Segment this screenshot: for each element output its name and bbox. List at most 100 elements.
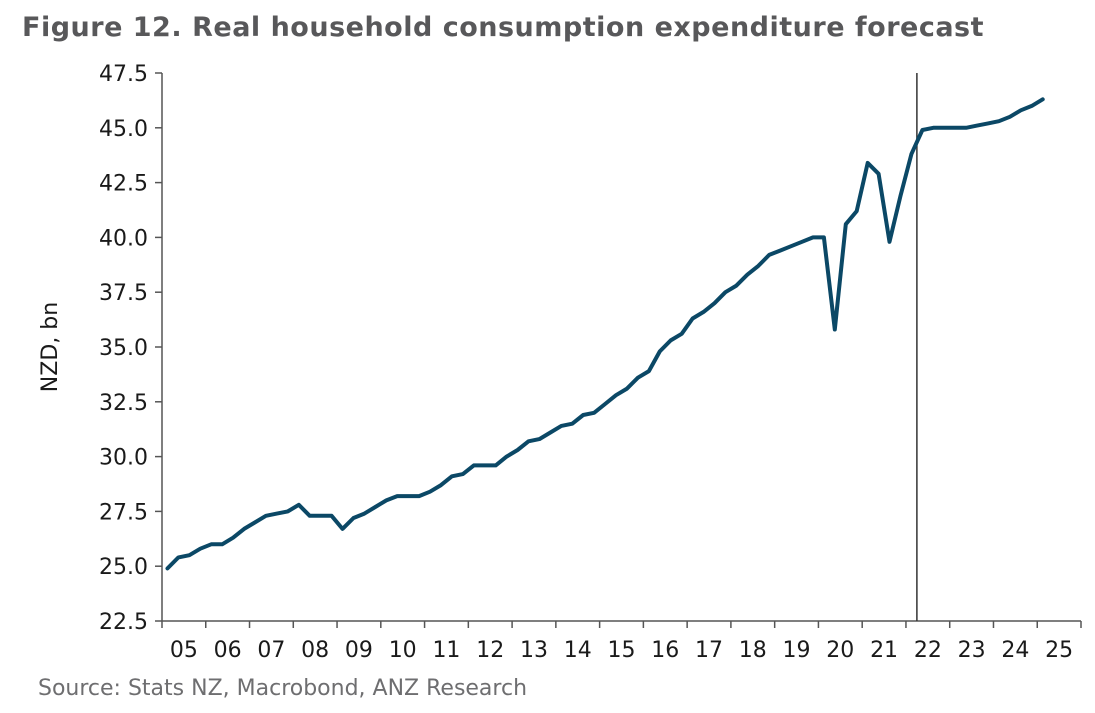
y-tick-label: 30.0 [99, 446, 148, 471]
data-point [527, 439, 531, 443]
data-point [187, 553, 191, 557]
y-tick-label: 40.0 [99, 226, 148, 251]
data-point [198, 547, 202, 551]
data-point [734, 284, 738, 288]
data-point [319, 514, 323, 518]
data-point [1030, 104, 1034, 108]
data-point [811, 235, 815, 239]
figure-title: Figure 12. Real household consumption exp… [22, 12, 984, 43]
data-point [691, 317, 695, 321]
data-point [822, 235, 826, 239]
y-tick-label: 32.5 [99, 391, 148, 416]
data-point [975, 124, 979, 128]
data-point [986, 121, 990, 125]
data-point [723, 290, 727, 294]
y-tick-label: 47.5 [99, 62, 148, 87]
x-tick-label: 08 [301, 638, 329, 663]
data-point [756, 264, 760, 268]
series-line-consumption [165, 97, 1045, 571]
x-tick-label: 23 [958, 638, 986, 663]
x-tick-label: 15 [608, 638, 636, 663]
data-point [1008, 115, 1012, 119]
x-tick-label: 24 [1001, 638, 1029, 663]
data-point [877, 172, 881, 176]
x-tick-label: 22 [914, 638, 942, 663]
source-note: Source: Stats NZ, Macrobond, ANZ Researc… [38, 676, 528, 701]
x-tick-label: 10 [389, 638, 417, 663]
data-point [592, 411, 596, 415]
data-point [745, 273, 749, 277]
data-point [800, 240, 804, 244]
data-point [712, 301, 716, 305]
x-tick-label: 06 [214, 638, 242, 663]
data-point [351, 516, 355, 520]
data-point [450, 474, 454, 478]
y-tick-label: 35.0 [99, 336, 148, 361]
figure-title-text: Real household consumption expenditure f… [192, 12, 985, 43]
x-tick-label: 19 [783, 638, 811, 663]
data-point [264, 514, 268, 518]
data-point [406, 494, 410, 498]
data-point [231, 536, 235, 540]
data-point [855, 209, 859, 213]
x-tick-label: 20 [826, 638, 854, 663]
data-point [997, 119, 1001, 123]
data-point [165, 566, 169, 570]
x-tick-label: 17 [695, 638, 723, 663]
x-tick-label: 18 [739, 638, 767, 663]
data-point [428, 490, 432, 494]
data-point [767, 253, 771, 257]
x-axis: 05 06 07 08 09 10 11 12 13 14 15 16 17 18 19 20 21 22 23 24… [161, 620, 1082, 663]
data-point [931, 126, 935, 130]
data-point [516, 448, 520, 452]
data-point [920, 128, 924, 132]
data-point [308, 514, 312, 518]
x-tick-label: 11 [432, 638, 460, 663]
x-tick-label: 25 [1045, 638, 1073, 663]
data-point [384, 498, 388, 502]
data-point [286, 509, 290, 513]
data-point [570, 422, 574, 426]
x-tick-label: 07 [257, 638, 285, 663]
data-point [625, 387, 629, 391]
data-point [362, 512, 366, 516]
data-point [1041, 97, 1045, 101]
data-point [395, 494, 399, 498]
data-point [778, 249, 782, 253]
data-point [559, 424, 563, 428]
data-point [373, 505, 377, 509]
data-point [898, 194, 902, 198]
data-point [702, 310, 706, 314]
data-point [658, 349, 662, 353]
data-point [636, 376, 640, 380]
data-point [953, 126, 957, 130]
y-axis: 22.5 25.0 27.5 30.0 32.5 35.0 37.5 40.0 42.5 45.0… [99, 62, 163, 635]
data-point [964, 126, 968, 130]
data-point [275, 512, 279, 516]
data-point [1019, 108, 1023, 112]
data-point [505, 455, 509, 459]
y-axis-title: NZD, bn [38, 302, 63, 392]
data-point [789, 244, 793, 248]
data-point [614, 393, 618, 397]
data-point [439, 483, 443, 487]
figure-number: Figure 12. [22, 12, 183, 43]
data-point [844, 222, 848, 226]
data-point [680, 332, 684, 336]
y-tick-label: 37.5 [99, 281, 148, 306]
data-point [461, 472, 465, 476]
data-point [472, 463, 476, 467]
y-tick-label: 25.0 [99, 555, 148, 580]
data-point [669, 338, 673, 342]
x-tick-label: 05 [170, 638, 198, 663]
y-tick-label: 22.5 [99, 610, 148, 635]
data-point [909, 152, 913, 156]
data-point [176, 555, 180, 559]
data-point [581, 413, 585, 417]
data-point [417, 494, 421, 498]
data-point [330, 514, 334, 518]
data-point [537, 437, 541, 441]
x-tick-label: 16 [651, 638, 679, 663]
y-tick-label: 27.5 [99, 500, 148, 525]
